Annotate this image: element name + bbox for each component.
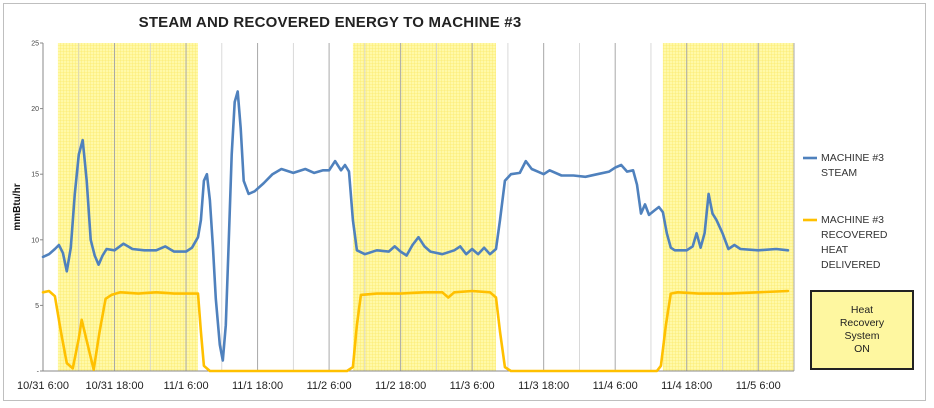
shaded-period-3 (662, 43, 794, 371)
series-line-recovered-heat (41, 289, 790, 373)
grid-lines (42, 43, 795, 371)
y-tick-label: 15 (31, 172, 39, 179)
y-tick-label: - (37, 369, 40, 376)
legend-label-line: HEAT (821, 244, 849, 256)
axes: - 5 10 15 20 25 10/31 6:00 10/31 18:00 11/1 6:00… (12, 41, 794, 392)
y-tick-label: 25 (31, 41, 39, 48)
legend-label-2: MACHINE #3 RECOVERED HEAT DELIVERED (821, 214, 888, 271)
series-lines (41, 90, 790, 373)
series-line-steam (41, 90, 790, 362)
x-tick-label: 11/2 6:00 (307, 380, 352, 392)
legend: MACHINE #3 STEAM MACHINE #3 RECOVERED HEAT DE… (803, 152, 888, 271)
y-axis-label: mmBtu/hr (12, 183, 23, 230)
x-tick-label: 11/2 18:00 (375, 380, 426, 392)
y-tick-label: 20 (31, 106, 39, 113)
y-tick-label: 10 (31, 237, 39, 244)
shaded-period-2 (352, 43, 496, 371)
chart-title: STEAM AND RECOVERED ENERGY TO MACHINE #3 (138, 14, 522, 31)
x-tick-label: 11/4 18:00 (661, 380, 712, 392)
y-tick-label: 5 (35, 303, 39, 310)
shaded-periods (57, 43, 794, 371)
x-tick-label: 11/3 6:00 (450, 380, 495, 392)
x-tick-label: 11/4 6:00 (593, 380, 638, 392)
heat-recovery-annotation-box: Heat Recovery System ON (810, 290, 914, 370)
legend-label-line: DELIVERED (821, 259, 881, 271)
x-tick-label: 11/1 18:00 (232, 380, 283, 392)
heat-recovery-annotation-text: Heat Recovery System ON (839, 304, 885, 355)
x-tick-label: 10/31 18:00 (85, 380, 143, 392)
x-tick-label: 11/3 18:00 (518, 380, 569, 392)
x-tick-label: 11/1 6:00 (164, 380, 209, 392)
legend-label-line: RECOVERED (821, 229, 888, 241)
x-tick-label: 11/5 6:00 (736, 380, 781, 392)
legend-label-line: MACHINE #3 (821, 152, 884, 164)
legend-label-line: MACHINE #3 (821, 214, 884, 226)
x-tick-label: 10/31 6:00 (17, 380, 69, 392)
legend-label-1: MACHINE #3 STEAM (821, 152, 884, 179)
shaded-period-1 (57, 43, 198, 371)
legend-label-line: STEAM (821, 167, 857, 179)
